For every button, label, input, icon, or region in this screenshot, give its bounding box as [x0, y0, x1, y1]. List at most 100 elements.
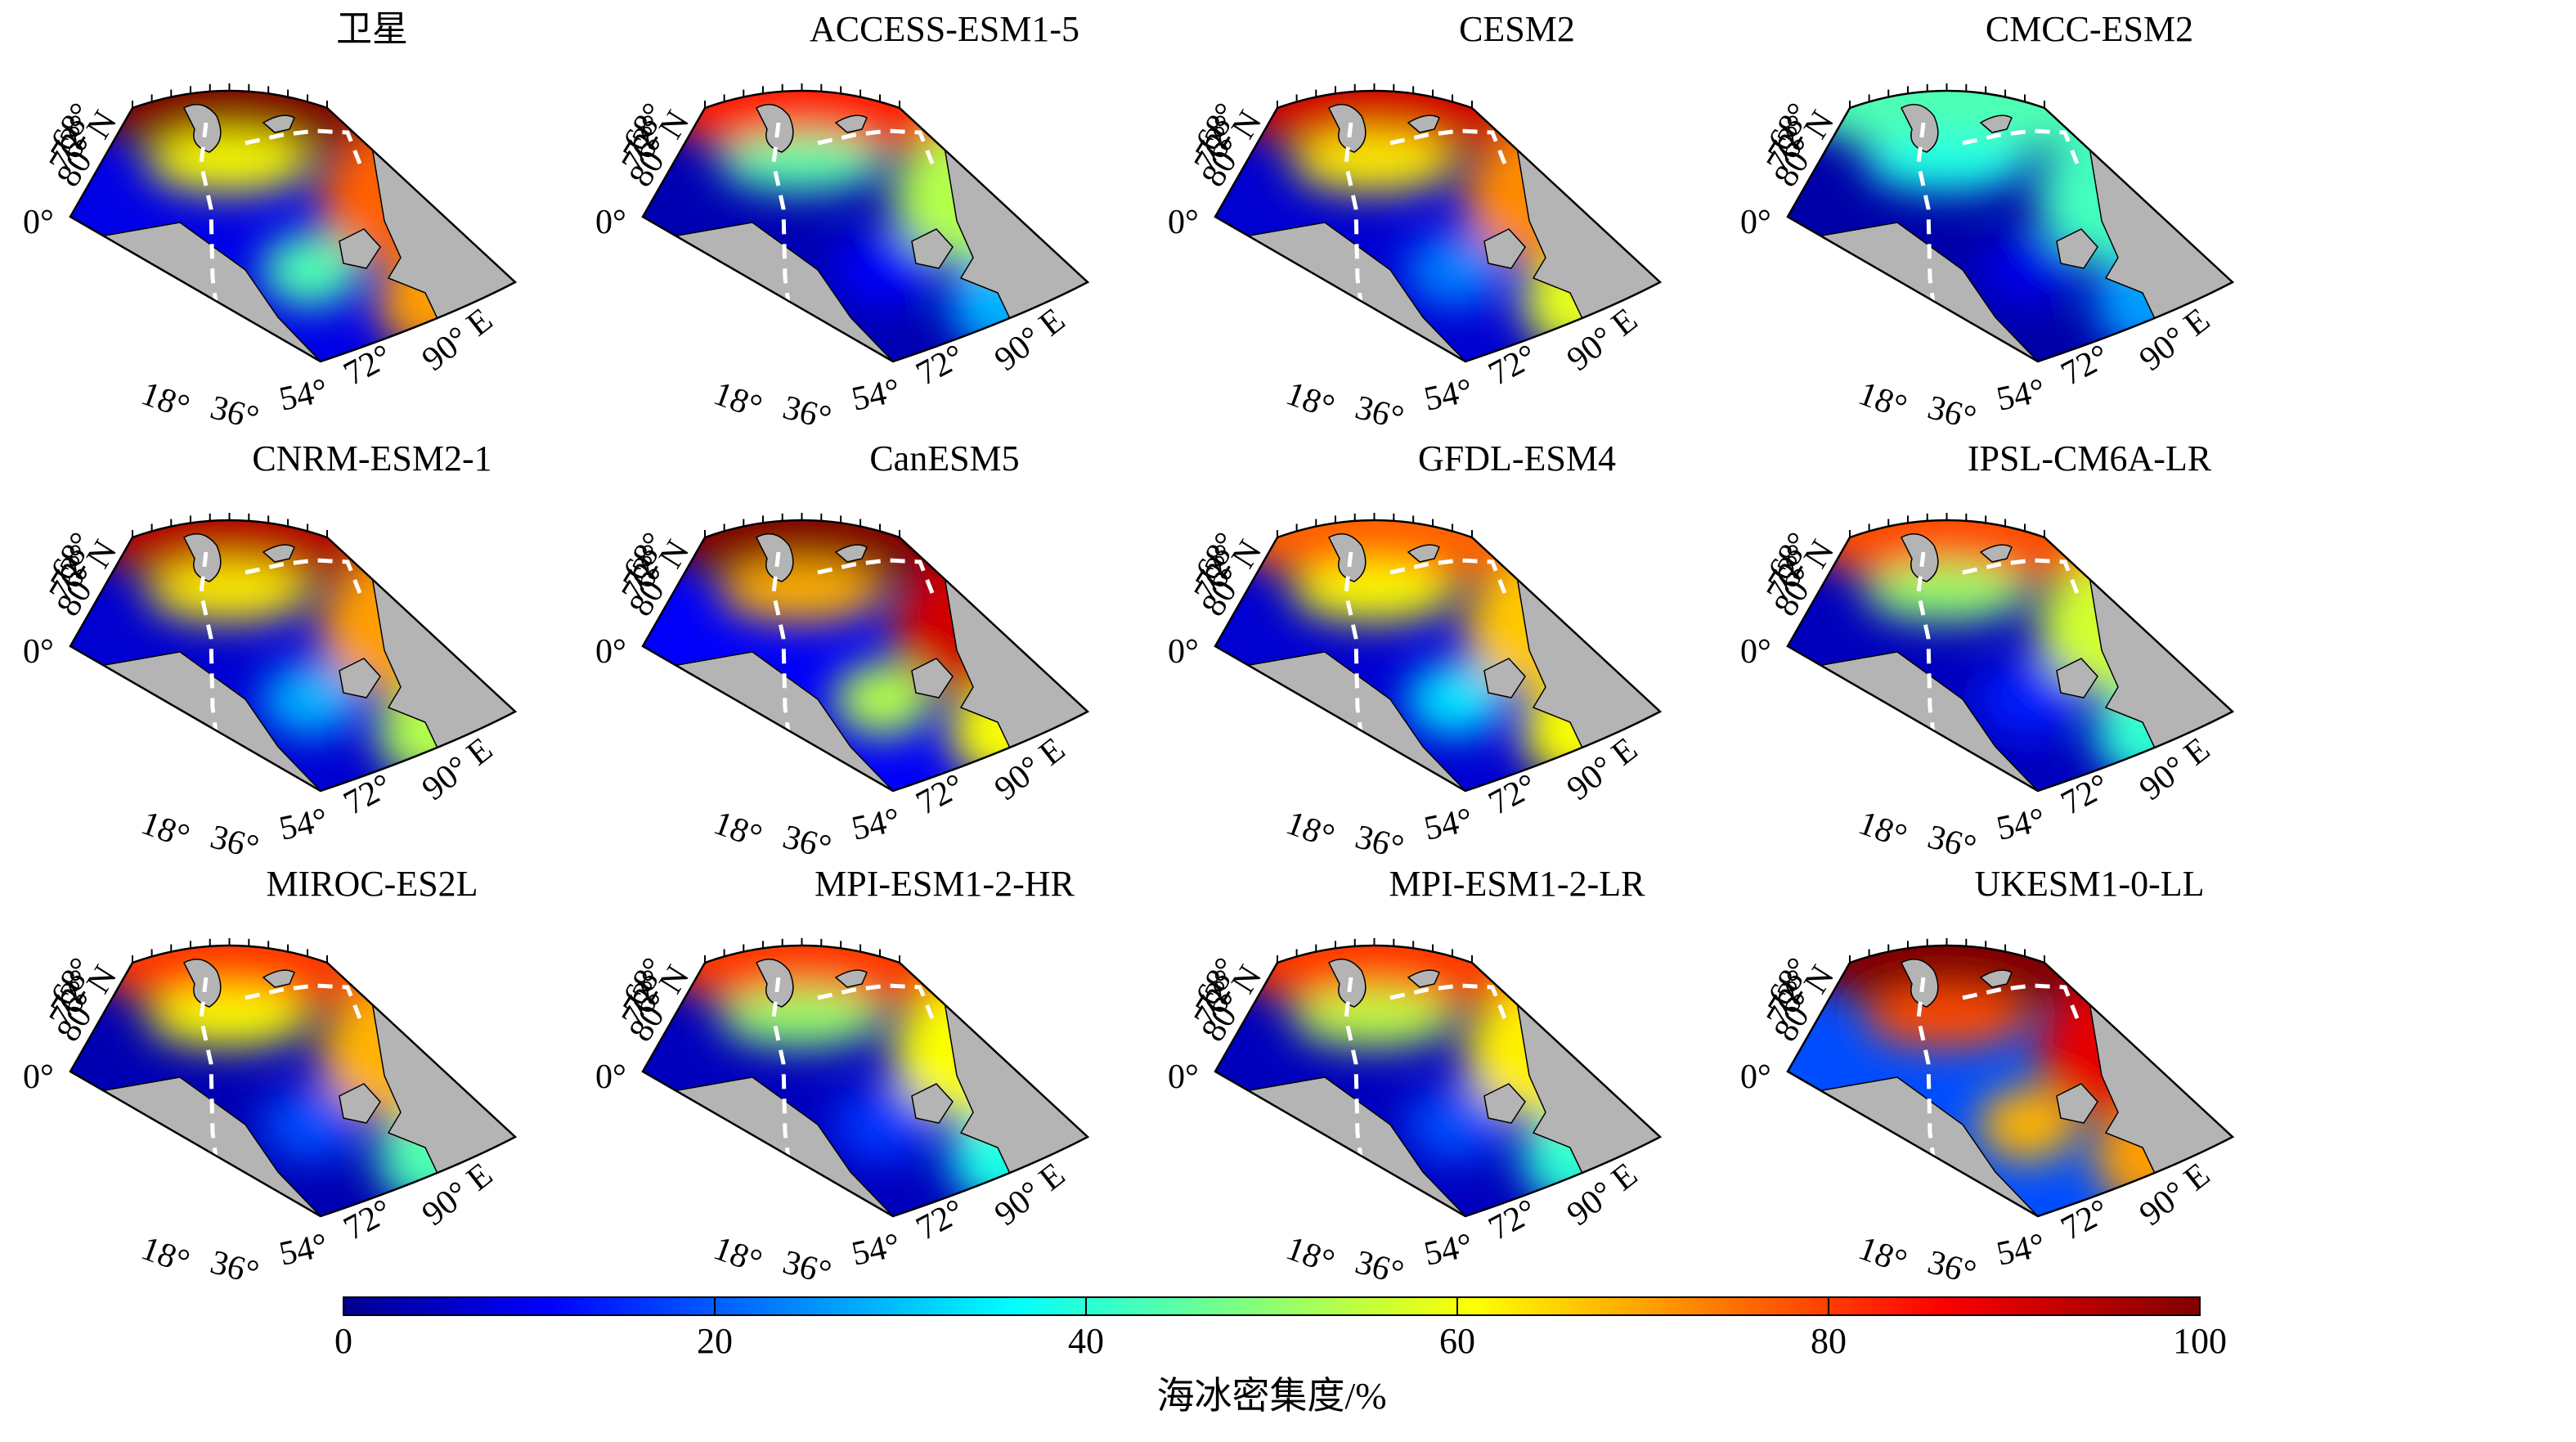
latitude-label: 0°: [595, 204, 626, 241]
land-svalbard: [1327, 104, 1367, 153]
longitude-label: 54°: [276, 372, 331, 419]
ice-concentration-patch: [1865, 564, 2028, 622]
latitude-label: 0°: [23, 204, 54, 241]
panel-title: ACCESS-ESM1-5: [810, 9, 1079, 49]
ice-concentration-patch: [720, 564, 883, 622]
land-svalbard: [1327, 533, 1367, 582]
ice-concentration-patch: [1979, 233, 2077, 307]
ice-concentration-patch: [1791, 946, 2134, 1010]
ice-concentration-patch: [646, 91, 990, 155]
colorbar-label: 海冰密集度/%: [1156, 1375, 1386, 1417]
sea-boundary-west: [771, 977, 827, 1215]
latitude-label: 0°: [1168, 633, 1199, 671]
longitude-label: 36°: [1923, 818, 1980, 867]
longitude-label: 36°: [1923, 389, 1980, 438]
ice-concentration-patch: [262, 663, 360, 736]
ice-concentration-patch: [1218, 520, 1562, 585]
ice-concentration-patch: [1218, 946, 1562, 1010]
map-frame: [1786, 944, 2235, 1218]
land-svalbard: [182, 104, 222, 153]
land-svalbard: [182, 959, 222, 1008]
longitude-label: 54°: [1994, 1227, 2049, 1274]
land-kanin: [911, 228, 954, 269]
ice-concentration-patch: [1292, 990, 1456, 1047]
land-svalbard: [1900, 533, 1939, 582]
sea-boundary-north: [1962, 983, 2080, 1019]
sea-boundary-north: [1389, 128, 1507, 164]
ice-concentration-patch: [1407, 233, 1505, 307]
land-franz-josef: [1407, 969, 1440, 988]
map-panel: IPSL-CM6A-LR0°68°72°76°80° N18° 36° 54°72°…: [1740, 438, 2235, 867]
sea-boundary-west: [771, 551, 827, 790]
land-svalbard: [755, 104, 794, 153]
map-frame: [641, 89, 1090, 363]
land-franz-josef: [262, 969, 295, 988]
longitude-label: 18°: [709, 375, 767, 426]
sea-boundary-west: [1916, 977, 1972, 1215]
longitude-label: 54°: [276, 802, 331, 848]
longitude-label: 54°: [276, 1227, 331, 1274]
land-svalbard: [1900, 959, 1939, 1008]
ice-concentration-patch: [834, 233, 932, 307]
colorbar-tick-label: 80: [1811, 1321, 1847, 1361]
longitude-label: 36°: [779, 389, 835, 438]
longitude-label: 36°: [1923, 1243, 1980, 1292]
longitude-label: 18°: [1854, 375, 1912, 426]
longitude-label: 18°: [137, 804, 195, 856]
sea-boundary-west: [199, 977, 254, 1215]
longitude-label: 18°: [1281, 804, 1340, 856]
land-kanin: [2056, 1083, 2098, 1124]
map-panels: 卫星0°68°72°76°80° N18° 36° 54°72° 90° EACCES…: [23, 9, 2235, 1292]
ice-concentration-patch: [1407, 663, 1505, 736]
longitude-label: 54°: [849, 802, 904, 848]
panel-title: 卫星: [336, 9, 408, 49]
land-franz-josef: [834, 969, 868, 988]
ice-concentration-patch: [1979, 1088, 2077, 1161]
longitude-label: 54°: [1421, 1227, 1476, 1274]
land-svalbard: [1900, 104, 1939, 153]
ice-concentration-patch: [1865, 135, 2028, 192]
land-kanin: [339, 658, 381, 699]
sea-boundary-west: [1344, 551, 1399, 790]
sea-boundary-north: [817, 983, 935, 1019]
land-kanin: [2056, 658, 2098, 699]
longitude-label: 54°: [1994, 372, 2049, 419]
panel-title: MPI-ESM1-2-LR: [1389, 864, 1646, 904]
ice-concentration-patch: [1865, 990, 2028, 1047]
land-kanin: [2056, 228, 2098, 269]
land-kanin: [339, 1083, 381, 1124]
longitude-label: 36°: [206, 389, 263, 438]
map-frame: [1214, 519, 1663, 793]
map-panel: CNRM-ESM2-10°68°72°76°80° N18° 36° 54°72° 9…: [23, 438, 518, 867]
land-franz-josef: [262, 544, 295, 563]
longitude-label: 36°: [1351, 1243, 1407, 1292]
land-franz-josef: [834, 115, 868, 133]
map-frame: [69, 519, 518, 793]
land-kanin: [911, 658, 954, 699]
map-panel: 卫星0°68°72°76°80° N18° 36° 54°72° 90° E: [23, 9, 518, 438]
longitude-label: 18°: [137, 375, 195, 426]
land-franz-josef: [1979, 969, 2013, 988]
map-frame: [69, 944, 518, 1218]
panel-title: CanESM5: [869, 438, 1019, 478]
longitude-label: 18°: [1281, 375, 1340, 426]
sea-boundary-west: [199, 551, 254, 790]
latitude-label: 0°: [595, 633, 626, 671]
land-franz-josef: [1407, 544, 1440, 563]
longitude-label: 18°: [1854, 1229, 1912, 1281]
sea-boundary-west: [1344, 977, 1399, 1215]
longitude-label: 54°: [849, 1227, 904, 1274]
colorbar-tick-label: 60: [1439, 1321, 1475, 1361]
sea-boundary-north: [245, 558, 362, 594]
land-kanin: [1483, 228, 1526, 269]
land-kanin: [1483, 1083, 1526, 1124]
land-franz-josef: [1979, 544, 2013, 563]
land-franz-josef: [834, 544, 868, 563]
sea-boundary-north: [1389, 983, 1507, 1019]
ice-concentration-patch: [1292, 135, 1456, 192]
ice-concentration-patch: [147, 135, 311, 192]
